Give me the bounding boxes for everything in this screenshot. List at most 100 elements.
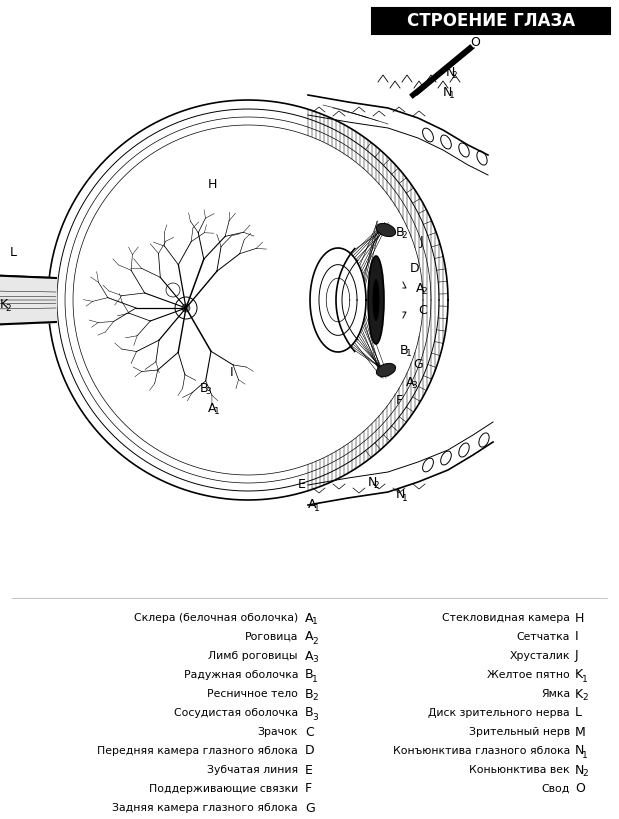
Text: B: B bbox=[200, 382, 209, 395]
Text: D: D bbox=[410, 261, 420, 274]
Ellipse shape bbox=[376, 364, 396, 377]
Text: 2: 2 bbox=[582, 694, 587, 703]
Text: B: B bbox=[400, 343, 409, 356]
Text: Хрусталик: Хрусталик bbox=[509, 651, 570, 661]
Text: H: H bbox=[208, 179, 217, 192]
Text: 1: 1 bbox=[582, 675, 588, 684]
Text: M: M bbox=[575, 726, 586, 739]
Ellipse shape bbox=[477, 151, 487, 165]
Text: Свод: Свод bbox=[542, 784, 570, 794]
Ellipse shape bbox=[459, 143, 469, 157]
Text: Задняя камера глазного яблока: Задняя камера глазного яблока bbox=[113, 803, 298, 813]
Ellipse shape bbox=[479, 433, 489, 447]
Text: N: N bbox=[443, 85, 452, 98]
Text: J: J bbox=[575, 649, 579, 663]
Text: Роговица: Роговица bbox=[245, 632, 298, 642]
Ellipse shape bbox=[423, 128, 433, 142]
Text: A: A bbox=[308, 499, 316, 512]
Text: Сетчатка: Сетчатка bbox=[517, 632, 570, 642]
Text: A: A bbox=[208, 401, 217, 414]
Text: 3: 3 bbox=[312, 655, 318, 664]
Text: 2: 2 bbox=[452, 71, 457, 80]
Text: A: A bbox=[305, 649, 313, 663]
Text: N: N bbox=[446, 66, 456, 79]
Text: L: L bbox=[10, 246, 17, 259]
Text: N: N bbox=[396, 488, 405, 501]
Text: 3: 3 bbox=[312, 713, 318, 722]
Text: 2: 2 bbox=[312, 694, 318, 703]
Text: B: B bbox=[305, 687, 314, 700]
Text: A: A bbox=[305, 612, 313, 625]
Text: 1: 1 bbox=[402, 494, 407, 503]
Text: I: I bbox=[575, 631, 579, 644]
Text: Передняя камера глазного яблока: Передняя камера глазного яблока bbox=[97, 746, 298, 756]
Text: N: N bbox=[575, 763, 584, 776]
Text: Сосудистая оболочка: Сосудистая оболочка bbox=[174, 708, 298, 718]
Ellipse shape bbox=[373, 279, 379, 321]
Text: 2: 2 bbox=[582, 770, 587, 779]
Text: Конъюнктива глазного яблока: Конъюнктива глазного яблока bbox=[392, 746, 570, 756]
Text: Ямка: Ямка bbox=[541, 689, 570, 699]
Text: Желтое пятно: Желтое пятно bbox=[487, 670, 570, 680]
Ellipse shape bbox=[368, 256, 384, 344]
Text: C: C bbox=[305, 726, 314, 739]
Text: K: K bbox=[0, 298, 8, 311]
Text: B: B bbox=[305, 668, 314, 681]
Text: B: B bbox=[305, 707, 314, 720]
Text: I: I bbox=[230, 365, 233, 378]
Text: 1: 1 bbox=[312, 675, 318, 684]
Text: E: E bbox=[298, 478, 306, 491]
Text: 1: 1 bbox=[405, 349, 412, 358]
Text: 2: 2 bbox=[374, 481, 379, 490]
Text: 3: 3 bbox=[412, 381, 417, 390]
Text: Диск зрительного нерва: Диск зрительного нерва bbox=[428, 708, 570, 718]
Text: Ресничное тело: Ресничное тело bbox=[207, 689, 298, 699]
Text: L: L bbox=[575, 707, 582, 720]
Text: N: N bbox=[575, 744, 584, 758]
Text: 1: 1 bbox=[312, 618, 318, 627]
Text: 1: 1 bbox=[582, 750, 588, 759]
Text: A: A bbox=[416, 282, 425, 295]
Text: D: D bbox=[305, 744, 314, 758]
Text: B: B bbox=[396, 225, 405, 238]
Text: СТРОЕНИЕ ГЛАЗА: СТРОЕНИЕ ГЛАЗА bbox=[407, 12, 575, 30]
Text: N: N bbox=[368, 476, 378, 488]
Text: G: G bbox=[305, 802, 314, 815]
Text: J: J bbox=[420, 236, 423, 248]
Text: Зубчатая линия: Зубчатая линия bbox=[207, 765, 298, 775]
Text: K: K bbox=[575, 668, 583, 681]
Text: Стекловидная камера: Стекловидная камера bbox=[442, 613, 570, 623]
Text: 2: 2 bbox=[312, 636, 318, 645]
Text: G: G bbox=[413, 359, 423, 372]
Text: F: F bbox=[305, 782, 312, 795]
Text: C: C bbox=[418, 304, 426, 316]
Text: H: H bbox=[575, 612, 584, 625]
Text: 3: 3 bbox=[206, 387, 211, 396]
Text: 2: 2 bbox=[6, 304, 11, 313]
Text: K: K bbox=[575, 687, 583, 700]
Text: Поддерживающие связки: Поддерживающие связки bbox=[149, 784, 298, 794]
Text: Лимб роговицы: Лимб роговицы bbox=[209, 651, 298, 661]
Text: F: F bbox=[396, 393, 403, 406]
Ellipse shape bbox=[376, 224, 396, 237]
Text: A: A bbox=[305, 631, 313, 644]
Circle shape bbox=[182, 304, 190, 312]
FancyBboxPatch shape bbox=[372, 8, 610, 34]
Text: 1: 1 bbox=[214, 407, 219, 416]
Text: 2: 2 bbox=[402, 231, 407, 240]
Ellipse shape bbox=[441, 451, 451, 465]
Text: Коньюнктива век: Коньюнктива век bbox=[469, 765, 570, 775]
Text: Зрачок: Зрачок bbox=[258, 727, 298, 737]
Text: E: E bbox=[305, 763, 313, 776]
Text: 2: 2 bbox=[422, 287, 427, 296]
Text: O: O bbox=[470, 35, 480, 48]
Text: Зрительный нерв: Зрительный нерв bbox=[469, 727, 570, 737]
Text: Склера (белочная оболочка): Склера (белочная оболочка) bbox=[134, 613, 298, 623]
Text: Радужная оболочка: Радужная оболочка bbox=[183, 670, 298, 680]
Ellipse shape bbox=[459, 443, 469, 457]
Text: 1: 1 bbox=[314, 504, 319, 513]
Text: A: A bbox=[406, 375, 415, 388]
Ellipse shape bbox=[423, 458, 433, 472]
Ellipse shape bbox=[441, 135, 451, 149]
Text: O: O bbox=[575, 782, 585, 795]
